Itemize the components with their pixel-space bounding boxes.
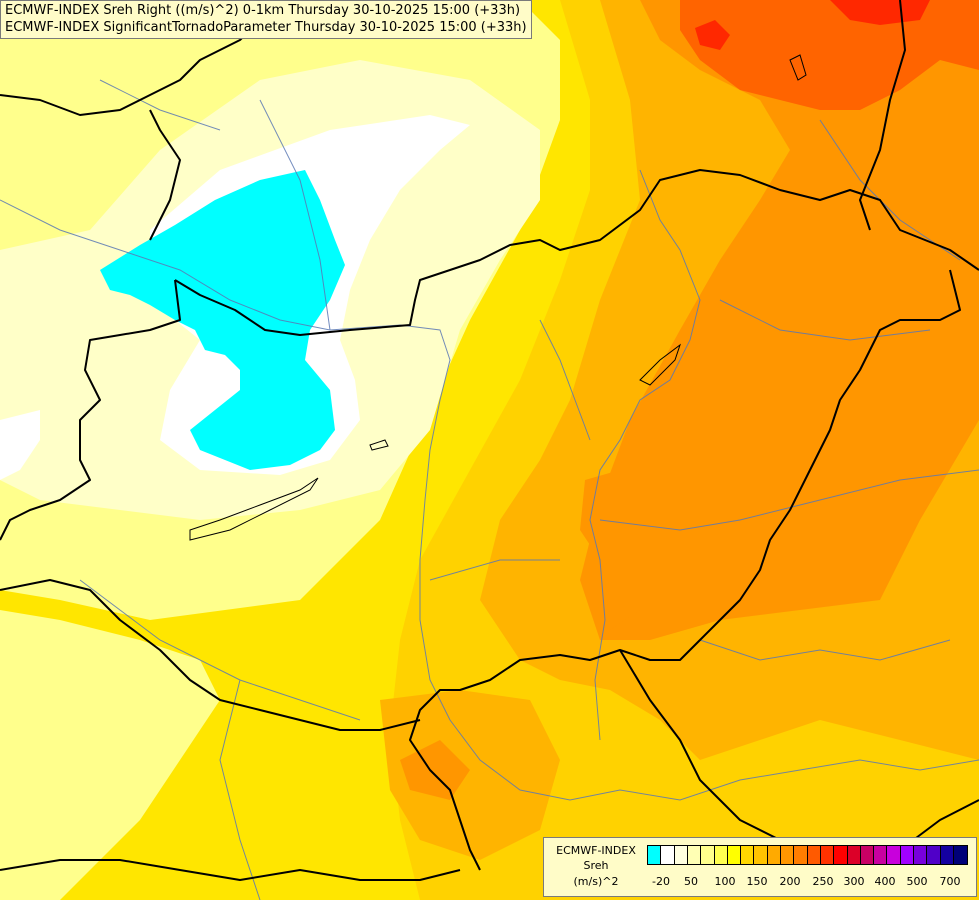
field-orange-south	[380, 690, 560, 860]
river-3	[259, 99, 331, 331]
legend-tick-label: 100	[714, 875, 736, 888]
legend-tick-label: 700	[939, 875, 961, 888]
legend-tick-label: 250	[812, 875, 834, 888]
river-11	[699, 639, 951, 661]
river-5	[719, 299, 931, 341]
border-sk-hu	[174, 169, 979, 336]
legend-tick-label: 500	[906, 875, 928, 888]
border-czsk	[149, 109, 181, 241]
field-cyan	[100, 170, 345, 470]
field-darkorange	[580, 0, 979, 640]
border-hu-hr	[0, 579, 421, 731]
lake-balaton	[189, 477, 319, 541]
title-line-1: ECMWF-INDEX Sreh Right ((m/s)^2) 0-1km T…	[5, 3, 521, 18]
legend-title: ECMWF-INDEX	[556, 844, 636, 857]
legend-tick-label: 400	[874, 875, 896, 888]
legend-swatch	[952, 845, 968, 865]
legend-tick-label: 50	[684, 875, 698, 888]
legend-tick-label: -20	[652, 875, 670, 888]
river-12	[219, 679, 261, 900]
border-at-hu	[0, 279, 181, 541]
legend-tick-label: 200	[779, 875, 801, 888]
legend-tick-label: 150	[746, 875, 768, 888]
legend-tick-label: 300	[843, 875, 865, 888]
field-deepred-blob	[695, 20, 730, 50]
field-deepred	[830, 0, 930, 25]
map-title-box: ECMWF-INDEX Sreh Right ((m/s)^2) 0-1km T…	[0, 0, 532, 39]
border-sw	[0, 859, 461, 881]
legend-variable: Sreh	[583, 859, 609, 872]
field-white-west	[0, 410, 40, 480]
river-10	[99, 79, 221, 131]
river-lines	[0, 79, 979, 900]
field-darkorange-patch3	[400, 740, 470, 800]
field-darkorange-patch2	[600, 570, 650, 630]
lake-small2	[789, 54, 807, 81]
river-6	[599, 469, 979, 531]
field-red	[680, 0, 979, 110]
lake-small3	[639, 343, 681, 386]
field-darkorange-patch	[580, 470, 630, 560]
border-hu-ro	[409, 269, 961, 871]
lake-small1	[369, 439, 389, 451]
lakes	[189, 54, 807, 541]
field-light-south	[0, 610, 220, 900]
border-ne	[859, 0, 906, 231]
river-9	[429, 559, 560, 581]
title-line-2: ECMWF-INDEX SignificantTornadoParameter …	[5, 20, 527, 35]
river-4	[539, 319, 591, 441]
legend-unit: (m/s)^2	[573, 875, 619, 888]
river-danube	[0, 199, 979, 801]
color-legend: ECMWF-INDEX Sreh (m/s)^2 -20 50 100 150 200 2…	[543, 837, 977, 897]
river-tisza	[589, 169, 701, 741]
